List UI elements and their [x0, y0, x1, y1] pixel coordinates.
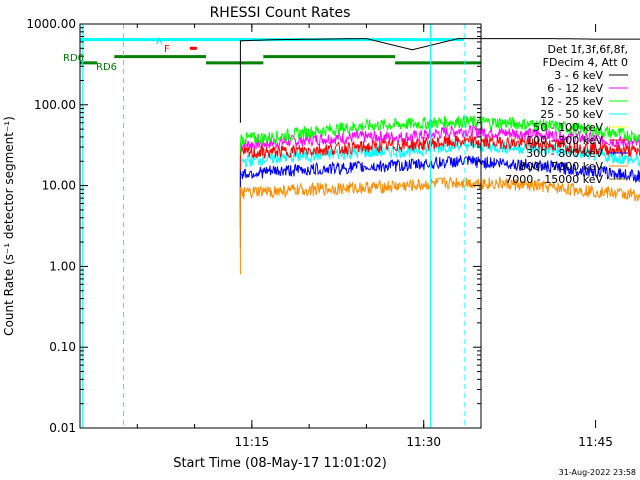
y-axis: 1000.00 100.00 10.00 1.00 0.10 0.01 [26, 17, 481, 435]
y-tick-label: 1.00 [49, 259, 76, 273]
legend-entry-label: 800 - 7000 keV [519, 160, 603, 173]
series-line [239, 134, 640, 228]
x-tick-label: 11:45 [578, 435, 613, 449]
flare-flag-label: F [164, 44, 170, 55]
y-tick-label: 0.01 [49, 421, 76, 435]
series-line [239, 155, 640, 249]
plot-frame [79, 23, 482, 429]
legend-entry-label: 100 - 300 keV [526, 134, 603, 147]
legend-header-line-2: FDecim 4, Att 0 [543, 56, 628, 69]
series-line [239, 38, 640, 123]
y-tick-label: 0.10 [49, 340, 76, 354]
series-line [239, 115, 640, 214]
attenuator-markers [81, 24, 466, 428]
footer-date: 31-Aug-2022 23:58 [559, 468, 636, 477]
y-tick-label: 100.00 [34, 98, 76, 112]
series-line [239, 123, 640, 220]
legend-entry-label: 300 - 800 keV [526, 147, 603, 160]
legend-entry-label: 50 - 100 keV [533, 121, 603, 134]
y-axis-label: Count Rate (s⁻¹ detector segment⁻¹) [2, 116, 16, 336]
rd0-label: RD0 [63, 53, 84, 64]
legend-entry-label: 6 - 12 keV [547, 82, 603, 95]
x-tick-label: 11:30 [406, 435, 441, 449]
x-axis-label: Start Time (08-May-17 11:01:02) [173, 456, 387, 471]
legend-entry-label: 3 - 6 keV [554, 69, 603, 82]
legend-entry-label: 25 - 50 keV [540, 108, 603, 121]
legend-entry-label: 7000 - 15000 keV [505, 173, 603, 186]
chart-title: RHESSI Count Rates [210, 5, 351, 21]
rd6-label: RD6 [96, 62, 117, 73]
status-bands [80, 38, 481, 65]
legend-header-line-1: Det 1f,3f,6f,8f, [547, 43, 628, 56]
series-lines [239, 38, 640, 275]
y-tick-label: 1000.00 [26, 17, 76, 31]
attenuator-label: A [156, 37, 163, 47]
y-tick-label: 10.00 [42, 179, 76, 193]
series-line [239, 138, 640, 236]
legend-entry-label: 12 - 25 keV [540, 95, 603, 108]
series-line [239, 175, 640, 275]
x-tick-label: 11:15 [235, 435, 270, 449]
